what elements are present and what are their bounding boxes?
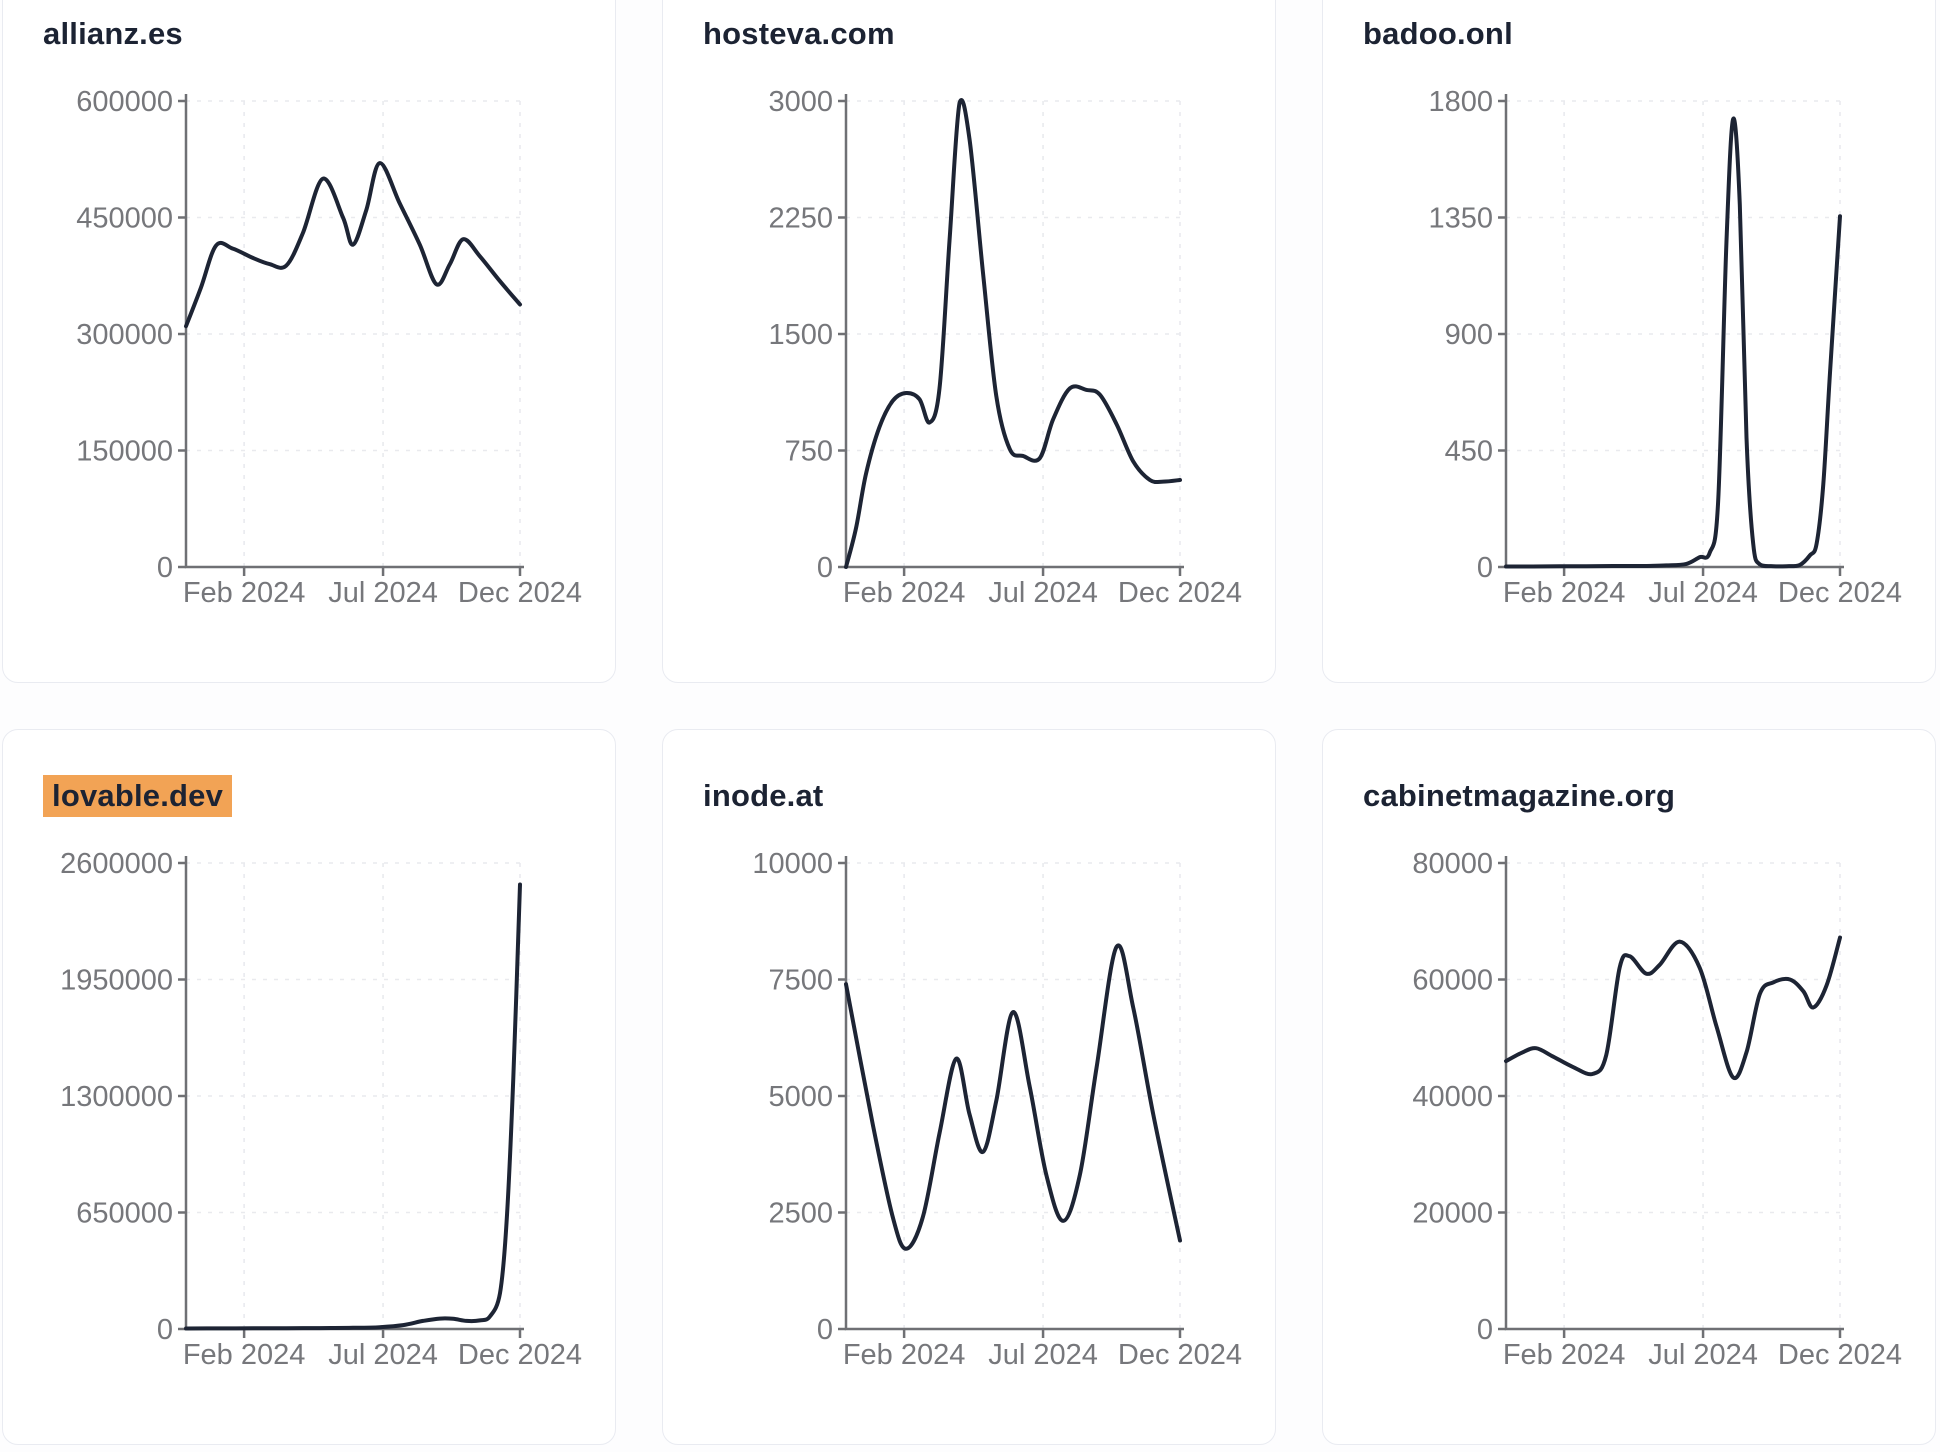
y-axis-tick-label: 750 [785,436,833,468]
series-line [184,882,522,1331]
y-axis-tick-label: 5000 [768,1081,833,1113]
x-axis-tick-label: Dec 2024 [1778,1339,1902,1371]
x-axis-tick-label: Dec 2024 [458,577,582,609]
chart-title: lovable.dev [43,775,233,817]
y-axis-tick-label: 60000 [1412,965,1493,997]
y-axis-tick-label: 0 [157,552,173,584]
y-axis-tick-label: 0 [817,552,833,584]
line-chart[interactable]: 0 650000 1300000 1950000 2600000 Feb 2024 Jul … [3,730,617,1378]
series-line [184,161,522,329]
chart-card[interactable]: hosteva.com 0 750 1500 2250 3000 Feb 2024 Jul 2… [662,0,1276,683]
highlighted-chart-title: lovable.dev [43,775,233,817]
y-axis-tick-label: 40000 [1412,1081,1493,1113]
x-axis-tick-label: Jul 2024 [988,577,1098,609]
y-axis-tick-label: 3000 [768,86,833,118]
y-axis-tick-label: 10000 [752,848,833,880]
chart-title: cabinetmagazine.org [1363,778,1676,813]
line-chart[interactable]: 0 2500 5000 7500 10000 Feb 2024 Jul 2024 Dec 20… [663,730,1277,1378]
x-axis-tick-label: Dec 2024 [1118,1339,1242,1371]
chart-title: badoo.onl [1363,16,1513,51]
y-axis-tick-label: 450000 [76,203,173,235]
x-axis-tick-label: Jul 2024 [1648,1339,1758,1371]
x-axis-tick-label: Feb 2024 [843,1339,966,1371]
y-axis-tick-label: 1800 [1428,86,1493,118]
y-axis-tick-label: 2600000 [60,848,173,880]
y-axis-tick-label: 0 [1477,552,1493,584]
x-axis-tick-label: Jul 2024 [1648,577,1758,609]
x-axis-tick-label: Jul 2024 [328,577,438,609]
line-chart[interactable]: 0 20000 40000 60000 80000 Feb 2024 Jul 2024 Dec… [1323,730,1937,1378]
x-axis-tick-label: Dec 2024 [458,1339,582,1371]
x-axis-tick-label: Feb 2024 [1503,1339,1626,1371]
y-axis-tick-label: 2250 [768,203,833,235]
chart-title: hosteva.com [703,16,895,51]
chart-card[interactable]: lovable.dev 0 650000 1300000 1950000 2600000 F… [2,729,616,1445]
y-axis-tick-label: 150000 [76,436,173,468]
line-chart[interactable]: 0 450 900 1350 1800 Feb 2024 Jul 2024 Dec 2024 [1323,0,1937,616]
y-axis-tick-label: 0 [1477,1314,1493,1346]
x-axis-tick-label: Jul 2024 [328,1339,438,1371]
chart-card[interactable]: allianz.es 0 150000 300000 450000 600000 Feb 2… [2,0,616,683]
y-axis-tick-label: 2500 [768,1198,833,1230]
x-axis-tick-label: Jul 2024 [988,1339,1098,1371]
chart-title: inode.at [703,778,824,813]
chart-card[interactable]: badoo.onl 0 450 900 1350 1800 Feb 2024 Jul 2024… [1322,0,1936,683]
y-axis-tick-label: 900 [1445,319,1493,351]
x-axis-tick-label: Dec 2024 [1778,577,1902,609]
chart-title: allianz.es [43,16,183,51]
y-axis-tick-label: 80000 [1412,848,1493,880]
x-axis-tick-label: Feb 2024 [843,577,966,609]
y-axis-tick-label: 1500 [768,319,833,351]
y-axis-tick-label: 1300000 [60,1081,173,1113]
x-axis-tick-label: Feb 2024 [1503,577,1626,609]
y-axis-tick-label: 600000 [76,86,173,118]
x-axis-tick-label: Dec 2024 [1118,577,1242,609]
chart-card[interactable]: inode.at 0 2500 5000 7500 10000 Feb 2024 Jul 20… [662,729,1276,1445]
y-axis-tick-label: 0 [157,1314,173,1346]
chart-card[interactable]: cabinetmagazine.org 0 20000 40000 60000 80000… [1322,729,1936,1445]
y-axis-tick-label: 1350 [1428,203,1493,235]
y-axis-tick-label: 1950000 [60,965,173,997]
series-line [1504,935,1842,1081]
y-axis-tick-label: 650000 [76,1198,173,1230]
y-axis-tick-label: 20000 [1412,1198,1493,1230]
series-line [844,943,1182,1251]
series-line [1504,116,1842,569]
line-chart[interactable]: 0 150000 300000 450000 600000 Feb 2024 Jul 202… [3,0,617,616]
y-axis-tick-label: 300000 [76,319,173,351]
y-axis-tick-label: 450 [1445,436,1493,468]
x-axis-tick-label: Feb 2024 [183,1339,306,1371]
series-line [844,98,1182,569]
x-axis-tick-label: Feb 2024 [183,577,306,609]
y-axis-tick-label: 0 [817,1314,833,1346]
y-axis-tick-label: 7500 [768,965,833,997]
line-chart[interactable]: 0 750 1500 2250 3000 Feb 2024 Jul 2024 Dec 2024 [663,0,1277,616]
